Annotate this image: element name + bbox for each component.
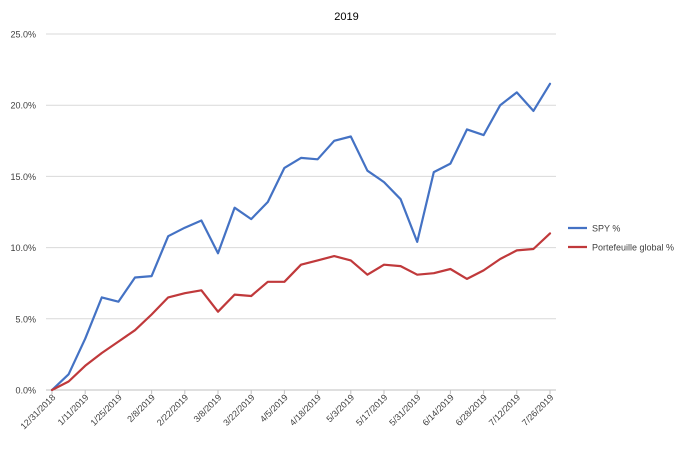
- legend: SPY % Portefeuille global %: [568, 224, 674, 253]
- series-lines: [50, 82, 552, 392]
- x-tick-label: 2/8/2019: [125, 392, 157, 424]
- x-tick-label: 3/8/2019: [192, 392, 224, 424]
- x-tick-label: 4/5/2019: [258, 392, 290, 424]
- series-line-portefeuille-global: [50, 232, 552, 392]
- x-tick-label: 7/12/2019: [487, 392, 522, 427]
- x-tick-label: 5/3/2019: [324, 392, 356, 424]
- x-tick-label: 6/14/2019: [420, 392, 455, 427]
- legend-label: Portefeuille global %: [592, 243, 674, 253]
- chart-title: 2019: [334, 11, 359, 23]
- y-tick-label: 15.0%: [10, 172, 36, 182]
- gridlines: [46, 33, 556, 391]
- y-tick-label: 20.0%: [10, 101, 36, 111]
- x-tick-label: 12/31/2018: [18, 392, 57, 431]
- axes: 0.0%5.0%10.0%15.0%20.0%25.0%12/31/20181/…: [10, 30, 555, 432]
- x-tick-label: 5/31/2019: [387, 392, 422, 427]
- series-line-spy: [50, 82, 552, 392]
- y-tick-label: 5.0%: [15, 314, 36, 324]
- x-tick-label: 1/11/2019: [56, 392, 91, 427]
- x-tick-label: 6/28/2019: [454, 392, 489, 427]
- x-tick-label: 4/18/2019: [288, 392, 323, 427]
- legend-label: SPY %: [592, 224, 620, 234]
- x-tick-label: 5/17/2019: [354, 392, 389, 427]
- y-tick-label: 0.0%: [15, 386, 36, 396]
- y-tick-label: 25.0%: [10, 30, 36, 40]
- y-tick-label: 10.0%: [10, 243, 36, 253]
- x-tick-label: 2/22/2019: [155, 392, 190, 427]
- x-tick-label: 3/22/2019: [221, 392, 256, 427]
- x-tick-label: 7/26/2019: [520, 392, 555, 427]
- x-tick-label: 1/25/2019: [88, 392, 123, 427]
